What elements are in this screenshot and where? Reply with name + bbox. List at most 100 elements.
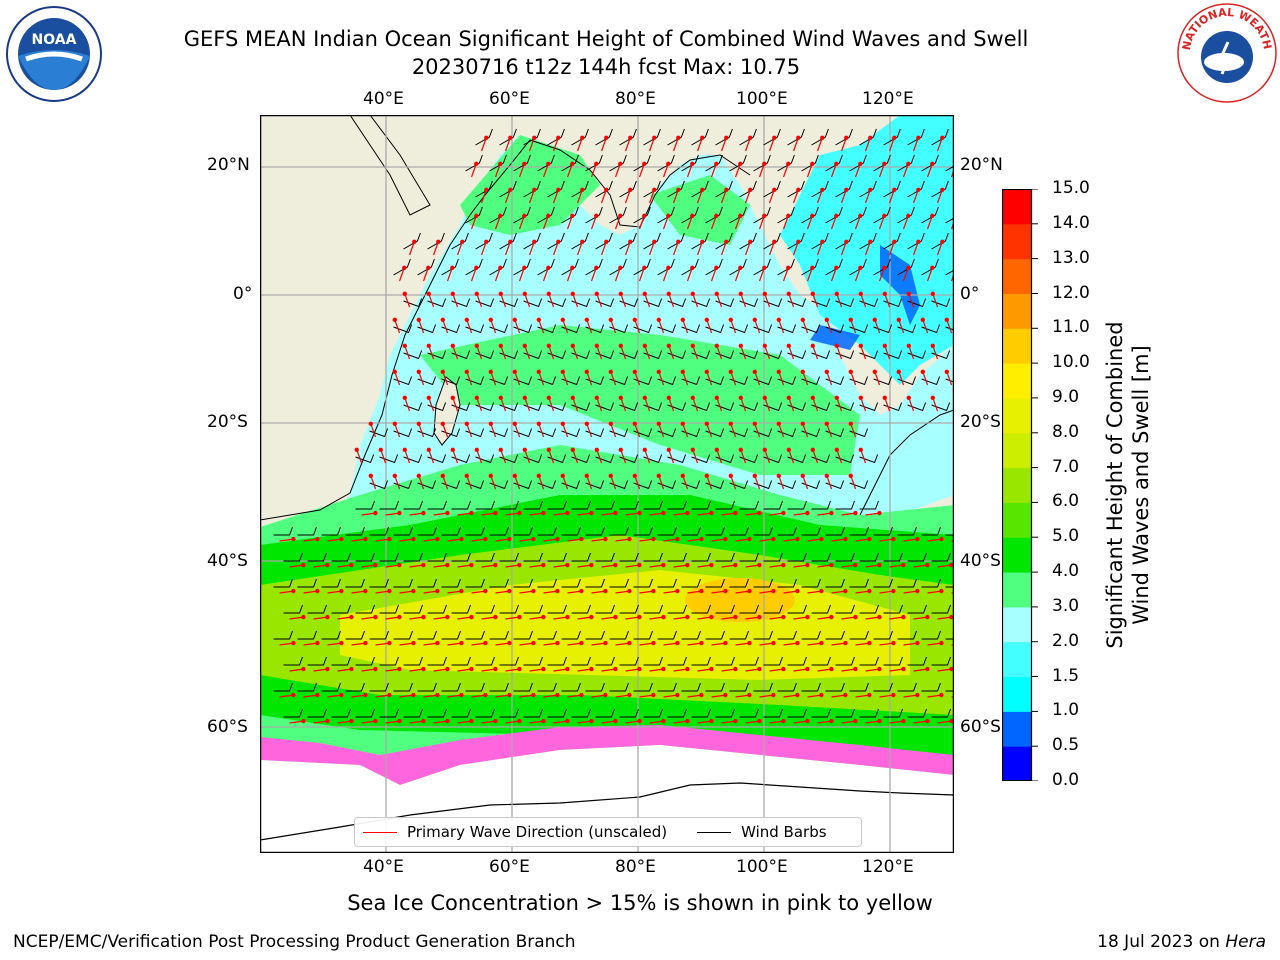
wave-arrow-head bbox=[373, 614, 378, 620]
wave-arrow-head bbox=[469, 562, 474, 568]
wave-arrow-head bbox=[642, 213, 647, 219]
wave-arrow-head bbox=[536, 369, 541, 374]
wave-arrow-head bbox=[354, 447, 360, 452]
wave-arrow bbox=[682, 319, 689, 334]
wave-arrow-head bbox=[483, 536, 488, 542]
wave-arrow-head bbox=[579, 588, 584, 594]
wind-barb bbox=[945, 269, 954, 276]
wave-arrow bbox=[889, 668, 904, 672]
wave-arrow-head bbox=[642, 395, 647, 400]
wave-arrow bbox=[494, 215, 501, 230]
wave-arrow bbox=[601, 720, 616, 724]
wave-arrow bbox=[519, 642, 534, 646]
wave-arrow bbox=[327, 694, 342, 698]
wave-arrow-head bbox=[411, 692, 416, 698]
wave-arrow-head bbox=[416, 317, 421, 322]
wind-barb bbox=[537, 630, 557, 640]
wave-arrow bbox=[841, 720, 856, 724]
wind-barb bbox=[465, 630, 485, 640]
wave-arrow-head bbox=[805, 562, 810, 568]
wave-arrow-head bbox=[858, 265, 863, 270]
wave-arrow bbox=[860, 449, 867, 464]
wave-arrow bbox=[764, 293, 771, 308]
map-frame bbox=[260, 115, 954, 853]
wave-arrow bbox=[782, 267, 789, 282]
wave-arrow bbox=[538, 423, 545, 438]
wave-arrow-head bbox=[508, 187, 513, 193]
wave-arrow-head bbox=[570, 265, 575, 270]
wave-arrow-head bbox=[450, 265, 455, 270]
wave-arrow bbox=[854, 163, 861, 178]
wave-arrow-head bbox=[848, 421, 854, 426]
wave-arrow bbox=[802, 475, 809, 490]
wave-arrow bbox=[428, 345, 435, 360]
wave-arrow bbox=[744, 137, 751, 152]
wave-arrow bbox=[504, 189, 511, 204]
wave-arrow-head bbox=[613, 562, 618, 568]
wave-arrow-head bbox=[786, 447, 792, 452]
wave-arrow bbox=[577, 720, 592, 724]
wave-arrow bbox=[447, 694, 462, 698]
wind-barb bbox=[273, 578, 293, 588]
wave-arrow bbox=[783, 694, 798, 698]
wave-arrow bbox=[447, 642, 462, 646]
wave-arrow-head bbox=[666, 291, 671, 296]
wave-arrow bbox=[480, 189, 487, 204]
wave-arrow-head bbox=[301, 718, 306, 724]
wave-arrow-head bbox=[925, 666, 930, 672]
wave-arrow-head bbox=[392, 369, 397, 374]
wind-barb bbox=[705, 258, 723, 276]
wave-arrow-head bbox=[829, 718, 834, 724]
wave-arrow bbox=[577, 668, 592, 672]
wave-arrow bbox=[913, 720, 928, 724]
wave-arrow-head bbox=[757, 562, 762, 568]
wave-arrow-head bbox=[666, 265, 671, 270]
wave-arrow-head bbox=[546, 213, 551, 219]
wave-arrow-head bbox=[819, 692, 824, 698]
wave-arrow bbox=[590, 215, 597, 230]
wave-arrow-head bbox=[819, 640, 824, 646]
wave-arrow bbox=[543, 538, 558, 542]
wave-arrow bbox=[375, 590, 390, 594]
right-lat-label-0: 0° bbox=[960, 284, 980, 304]
wind-barb bbox=[547, 500, 567, 510]
wind-barb bbox=[777, 682, 797, 692]
wind-barb bbox=[595, 232, 613, 250]
wind-barb bbox=[849, 206, 867, 224]
wave-arrow bbox=[754, 319, 761, 334]
wave-arrow-head bbox=[748, 239, 753, 245]
wind-barb bbox=[667, 180, 685, 198]
wave-arrow-head bbox=[877, 666, 882, 672]
sea-ice-caption: Sea Ice Concentration > 15% is shown in … bbox=[347, 891, 933, 915]
wave-arrow-head bbox=[853, 510, 858, 516]
wave-arrow-head bbox=[464, 317, 469, 322]
wind-barb bbox=[667, 552, 687, 562]
wave-arrow-head bbox=[714, 213, 719, 219]
wave-arrow bbox=[783, 590, 798, 594]
wave-arrow-head bbox=[584, 317, 589, 322]
wave-arrow-head bbox=[723, 536, 728, 542]
wave-arrow bbox=[932, 345, 939, 360]
wind-barb bbox=[835, 232, 853, 250]
wave-arrow bbox=[902, 267, 909, 282]
wave-arrow bbox=[697, 668, 712, 672]
wave-arrow bbox=[783, 538, 798, 542]
wave-arrow bbox=[409, 616, 424, 620]
wind-barb bbox=[691, 708, 711, 718]
wave-arrow-head bbox=[930, 291, 936, 296]
wind-barb bbox=[355, 656, 375, 666]
wave-arrow-head bbox=[536, 473, 541, 478]
colorbar-tick-label: 2.0 bbox=[1052, 630, 1080, 651]
wind-barb bbox=[403, 656, 423, 666]
wave-arrow-head bbox=[949, 666, 954, 672]
wave-arrow bbox=[884, 397, 891, 412]
wave-arrow-head bbox=[853, 562, 858, 568]
wave-arrow bbox=[735, 538, 750, 542]
wave-arrow bbox=[768, 241, 775, 256]
wave-arrow-head bbox=[436, 239, 441, 245]
wave-arrow-head bbox=[603, 536, 608, 542]
wind-barb bbox=[921, 630, 941, 640]
wind-barb bbox=[307, 552, 327, 562]
wave-arrow-head bbox=[810, 213, 815, 219]
wave-arrow bbox=[831, 590, 846, 594]
